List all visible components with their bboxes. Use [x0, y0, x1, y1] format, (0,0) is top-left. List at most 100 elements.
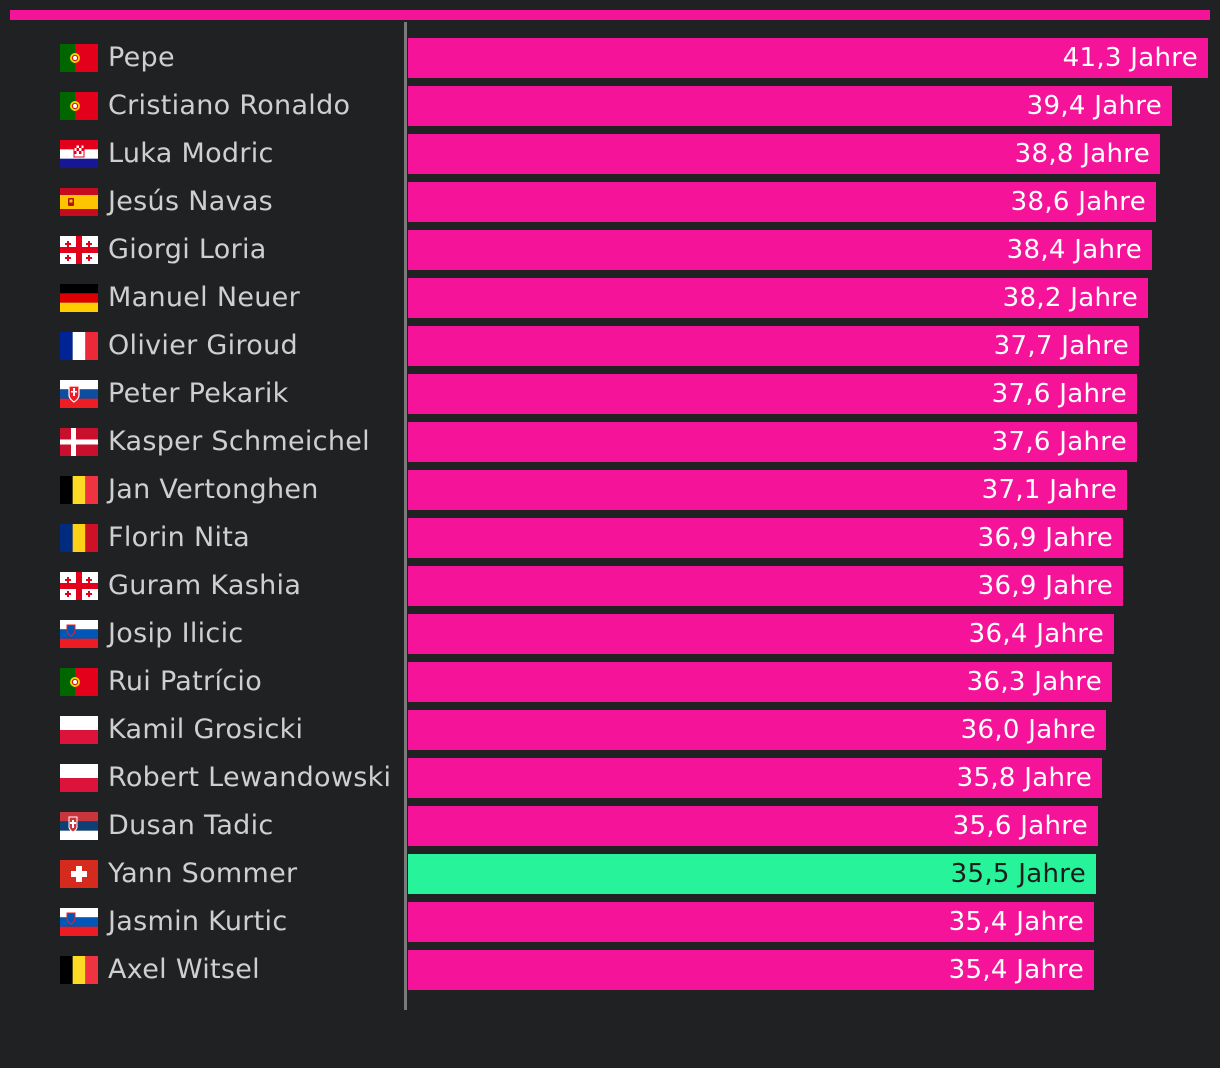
portugal-flag-icon: [60, 92, 98, 120]
romania-flag-icon: [60, 524, 98, 552]
bar: [408, 470, 1127, 510]
bar-row: Manuel Neuer 38,2 Jahre: [0, 278, 1220, 326]
value-label: 38,4 Jahre: [1006, 235, 1142, 265]
bar: [408, 326, 1139, 366]
y-axis-line: [404, 22, 407, 1010]
france-flag-icon: [60, 332, 98, 360]
bar: [408, 902, 1094, 942]
bar-row: Yann Sommer 35,5 Jahre: [0, 854, 1220, 902]
value-label: 39,4 Jahre: [1026, 91, 1162, 121]
croatia-flag-icon: [60, 140, 98, 168]
category-label: Giorgi Loria: [108, 234, 267, 265]
value-label: 38,2 Jahre: [1002, 283, 1138, 313]
category-label: Olivier Giroud: [108, 330, 298, 361]
bar-row: Jan Vertonghen 37,1 Jahre: [0, 470, 1220, 518]
portugal-flag-icon: [60, 668, 98, 696]
bar-row: Guram Kashia 36,9 Jahre: [0, 566, 1220, 614]
slovenia-flag-icon: [60, 908, 98, 936]
top-accent-bar: [10, 10, 1210, 20]
bar-row: Jesús Navas 38,6 Jahre: [0, 182, 1220, 230]
bar: [408, 614, 1114, 654]
bar-row: Florin Nita 36,9 Jahre: [0, 518, 1220, 566]
germany-flag-icon: [60, 284, 98, 312]
category-label: Manuel Neuer: [108, 282, 300, 313]
bar: [408, 134, 1160, 174]
category-label: Jesús Navas: [108, 186, 274, 217]
bar: [408, 710, 1106, 750]
category-label: Guram Kashia: [108, 570, 302, 601]
value-label: 36,0 Jahre: [960, 715, 1096, 745]
bar: [408, 278, 1148, 318]
category-label: Jasmin Kurtic: [108, 906, 288, 937]
belgium-flag-icon: [60, 476, 98, 504]
bar-row: Olivier Giroud 37,7 Jahre: [0, 326, 1220, 374]
category-label: Josip Ilicic: [108, 618, 244, 649]
value-label: 36,9 Jahre: [977, 523, 1113, 553]
bar-row: Cristiano Ronaldo 39,4 Jahre: [0, 86, 1220, 134]
belgium-flag-icon: [60, 956, 98, 984]
bar-row: Axel Witsel 35,4 Jahre: [0, 950, 1220, 998]
bar: [408, 662, 1112, 702]
bar-row: Josip Ilicic 36,4 Jahre: [0, 614, 1220, 662]
value-label: 36,4 Jahre: [968, 619, 1104, 649]
georgia-flag-icon: [60, 236, 98, 264]
category-label: Luka Modric: [108, 138, 274, 169]
bar-row: Kamil Grosicki 36,0 Jahre: [0, 710, 1220, 758]
bar-row: Dusan Tadic 35,6 Jahre: [0, 806, 1220, 854]
value-label: 35,8 Jahre: [956, 763, 1092, 793]
bar: [408, 806, 1098, 846]
value-label: 41,3 Jahre: [1062, 43, 1198, 73]
value-label: 38,8 Jahre: [1014, 139, 1150, 169]
switzerland-flag-icon: [60, 860, 98, 888]
value-label: 36,3 Jahre: [966, 667, 1102, 697]
slovenia-flag-icon: [60, 620, 98, 648]
value-label: 35,4 Jahre: [948, 907, 1084, 937]
category-label: Dusan Tadic: [108, 810, 274, 841]
value-label: 37,6 Jahre: [991, 427, 1127, 457]
bar: [408, 86, 1172, 126]
poland-flag-icon: [60, 764, 98, 792]
value-label: 35,4 Jahre: [948, 955, 1084, 985]
value-label: 37,1 Jahre: [981, 475, 1117, 505]
georgia-flag-icon: [60, 572, 98, 600]
bar-row: Pepe 41,3 Jahre: [0, 38, 1220, 86]
spain-flag-icon: [60, 188, 98, 216]
value-label: 36,9 Jahre: [977, 571, 1113, 601]
value-label: 38,6 Jahre: [1010, 187, 1146, 217]
bar: [408, 758, 1102, 798]
bar-row: Giorgi Loria 38,4 Jahre: [0, 230, 1220, 278]
category-label: Florin Nita: [108, 522, 250, 553]
value-label: 37,7 Jahre: [993, 331, 1129, 361]
slovakia-flag-icon: [60, 380, 98, 408]
bar-row: Robert Lewandowski 35,8 Jahre: [0, 758, 1220, 806]
bar: [408, 950, 1094, 990]
category-label: Jan Vertonghen: [108, 474, 319, 505]
category-label: Robert Lewandowski: [108, 762, 392, 793]
bar: [408, 854, 1096, 894]
category-label: Pepe: [108, 42, 175, 73]
bar-row: Luka Modric 38,8 Jahre: [0, 134, 1220, 182]
bar-row: Peter Pekarik 37,6 Jahre: [0, 374, 1220, 422]
bar: [408, 518, 1123, 558]
poland-flag-icon: [60, 716, 98, 744]
bar: [408, 566, 1123, 606]
value-label: 37,6 Jahre: [991, 379, 1127, 409]
portugal-flag-icon: [60, 44, 98, 72]
bar-row: Rui Patrício 36,3 Jahre: [0, 662, 1220, 710]
denmark-flag-icon: [60, 428, 98, 456]
bar: [408, 230, 1152, 270]
value-label: 35,6 Jahre: [952, 811, 1088, 841]
bar-row: Kasper Schmeichel 37,6 Jahre: [0, 422, 1220, 470]
category-label: Kasper Schmeichel: [108, 426, 370, 457]
category-label: Peter Pekarik: [108, 378, 289, 409]
category-label: Yann Sommer: [108, 858, 298, 889]
bar: [408, 182, 1156, 222]
category-label: Axel Witsel: [108, 954, 260, 985]
category-label: Kamil Grosicki: [108, 714, 304, 745]
value-label: 35,5 Jahre: [950, 859, 1086, 889]
category-label: Rui Patrício: [108, 666, 263, 697]
bar: [408, 38, 1208, 78]
bar-row: Jasmin Kurtic 35,4 Jahre: [0, 902, 1220, 950]
serbia-flag-icon: [60, 812, 98, 840]
bar: [408, 422, 1137, 462]
